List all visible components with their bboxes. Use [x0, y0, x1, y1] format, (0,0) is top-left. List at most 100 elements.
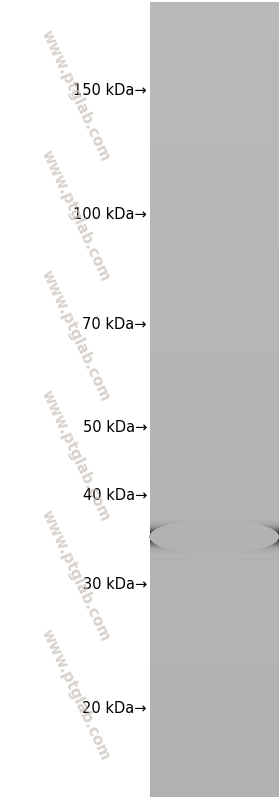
Bar: [150, 203, 279, 206]
Bar: [150, 576, 279, 579]
Ellipse shape: [150, 519, 279, 554]
Bar: [150, 205, 279, 209]
Bar: [150, 735, 279, 738]
Ellipse shape: [150, 524, 279, 549]
Bar: [150, 666, 279, 670]
Bar: [150, 447, 279, 450]
Ellipse shape: [150, 519, 279, 555]
Bar: [150, 308, 279, 312]
Bar: [150, 18, 279, 21]
Bar: [150, 78, 279, 81]
Bar: [150, 451, 279, 455]
Bar: [150, 343, 279, 347]
Bar: [150, 60, 279, 63]
Bar: [150, 235, 279, 238]
Bar: [150, 274, 279, 278]
Bar: [150, 590, 279, 593]
Bar: [150, 20, 279, 24]
Bar: [150, 243, 279, 246]
Bar: [150, 312, 279, 315]
Bar: [150, 618, 279, 622]
Bar: [150, 110, 279, 113]
Text: www.ptglab.com: www.ptglab.com: [39, 148, 113, 284]
Bar: [150, 296, 279, 299]
Bar: [150, 737, 279, 741]
Bar: [150, 304, 279, 307]
Bar: [150, 507, 279, 511]
Bar: [150, 677, 279, 680]
Bar: [150, 157, 279, 161]
Bar: [150, 470, 279, 474]
Ellipse shape: [150, 523, 279, 551]
Ellipse shape: [150, 524, 279, 550]
Ellipse shape: [150, 521, 279, 552]
Bar: [150, 129, 279, 132]
Bar: [150, 756, 279, 760]
Ellipse shape: [150, 523, 279, 550]
Bar: [150, 478, 279, 482]
Bar: [150, 216, 279, 220]
Bar: [150, 181, 279, 185]
Bar: [150, 698, 279, 702]
Bar: [150, 558, 279, 561]
Bar: [150, 449, 279, 452]
Bar: [150, 292, 279, 296]
Bar: [150, 195, 279, 198]
Bar: [150, 624, 279, 627]
Bar: [150, 555, 279, 559]
Ellipse shape: [150, 520, 279, 554]
Ellipse shape: [150, 523, 279, 551]
Bar: [150, 84, 279, 87]
Bar: [150, 232, 279, 236]
Bar: [150, 76, 279, 79]
Bar: [150, 208, 279, 212]
Bar: [150, 15, 279, 18]
Bar: [150, 725, 279, 728]
Bar: [150, 290, 279, 293]
Bar: [150, 185, 279, 188]
Bar: [150, 717, 279, 720]
Bar: [150, 179, 279, 182]
Bar: [150, 105, 279, 109]
Bar: [150, 237, 279, 240]
Bar: [150, 423, 279, 426]
Bar: [150, 748, 279, 752]
Bar: [150, 523, 279, 527]
Ellipse shape: [150, 524, 279, 550]
Bar: [150, 351, 279, 355]
Text: 70 kDa→: 70 kDa→: [83, 316, 147, 332]
Bar: [150, 44, 279, 47]
Bar: [150, 219, 279, 222]
Text: www.ptglab.com: www.ptglab.com: [39, 28, 113, 164]
Bar: [150, 539, 279, 543]
Bar: [150, 385, 279, 389]
Bar: [150, 256, 279, 259]
Bar: [150, 425, 279, 428]
Ellipse shape: [150, 523, 279, 551]
Bar: [150, 669, 279, 672]
Bar: [150, 328, 279, 331]
Ellipse shape: [150, 519, 279, 554]
Bar: [150, 547, 279, 551]
Bar: [150, 367, 279, 371]
Bar: [150, 782, 279, 786]
Bar: [150, 767, 279, 770]
Bar: [150, 491, 279, 495]
Bar: [150, 790, 279, 794]
Bar: [150, 647, 279, 651]
Bar: [150, 372, 279, 376]
Bar: [150, 227, 279, 230]
Bar: [150, 608, 279, 611]
Ellipse shape: [150, 524, 279, 550]
Bar: [150, 94, 279, 97]
Bar: [150, 463, 279, 466]
Bar: [150, 412, 279, 415]
Ellipse shape: [150, 522, 279, 552]
Bar: [150, 150, 279, 153]
Bar: [150, 359, 279, 363]
Bar: [150, 269, 279, 272]
Ellipse shape: [150, 520, 279, 553]
Bar: [150, 240, 279, 244]
Ellipse shape: [150, 522, 279, 551]
Bar: [150, 751, 279, 754]
